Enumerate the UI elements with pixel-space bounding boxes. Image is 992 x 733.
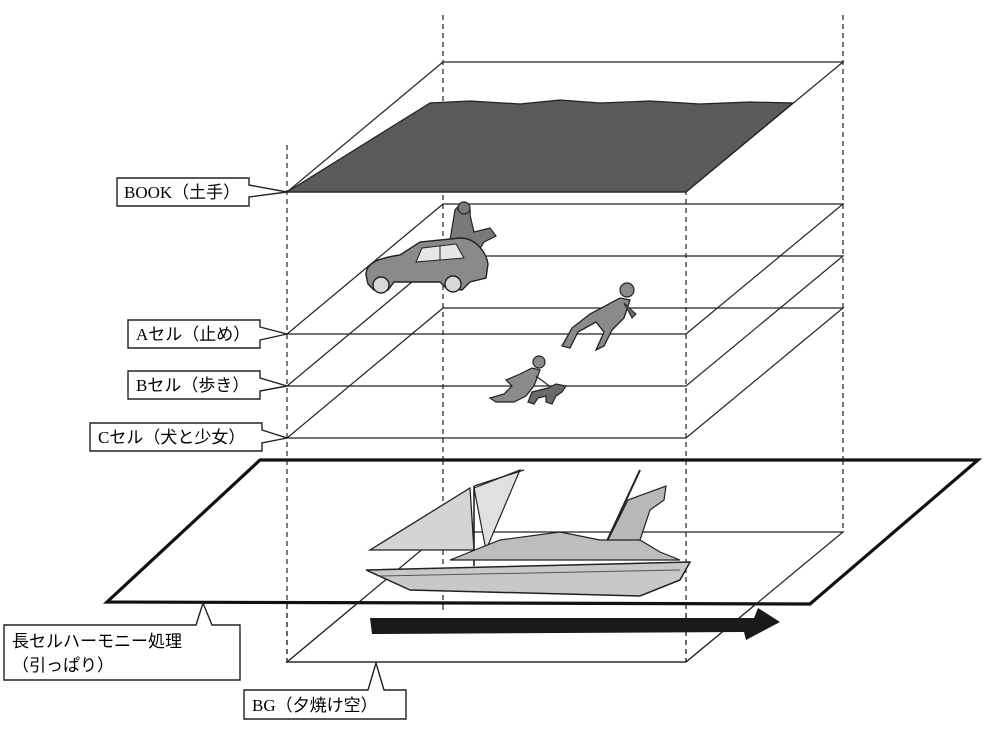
label-book-text: BOOK（土手） bbox=[124, 183, 240, 202]
label-c-cel: Cセル（犬と少女） bbox=[89, 422, 290, 452]
label-c-cel-text: Cセル（犬と少女） bbox=[98, 428, 245, 447]
cel-layer-b bbox=[285, 255, 845, 387]
label-harmony-line2: （引っぱり） bbox=[12, 656, 114, 675]
car-with-rider-icon bbox=[365, 201, 497, 294]
label-bg: BG（夕焼け空） bbox=[243, 660, 407, 720]
label-harmony: 長セルハーモニー処理 （引っぱり） bbox=[3, 600, 241, 681]
label-a-cel-text: Aセル（止め） bbox=[136, 325, 250, 344]
book-layer bbox=[284, 61, 845, 193]
walking-man-icon bbox=[561, 282, 637, 352]
label-book: BOOK（土手） bbox=[116, 177, 288, 207]
cel-layer-a bbox=[285, 203, 845, 335]
book-plane bbox=[284, 99, 795, 193]
label-bg-text: BG（夕焼け空） bbox=[252, 696, 378, 715]
girl-with-dog-icon bbox=[488, 355, 567, 405]
cel-layer-c bbox=[285, 307, 845, 439]
sailboat-ship-icon bbox=[365, 468, 692, 597]
label-harmony-line1: 長セルハーモニー処理 bbox=[12, 632, 182, 651]
label-b-cel: Bセル（歩き） bbox=[127, 370, 288, 400]
pull-direction-arrow-icon bbox=[370, 608, 780, 640]
label-b-cel-text: Bセル（歩き） bbox=[136, 376, 249, 395]
label-a-cel: Aセル（止め） bbox=[127, 319, 288, 349]
